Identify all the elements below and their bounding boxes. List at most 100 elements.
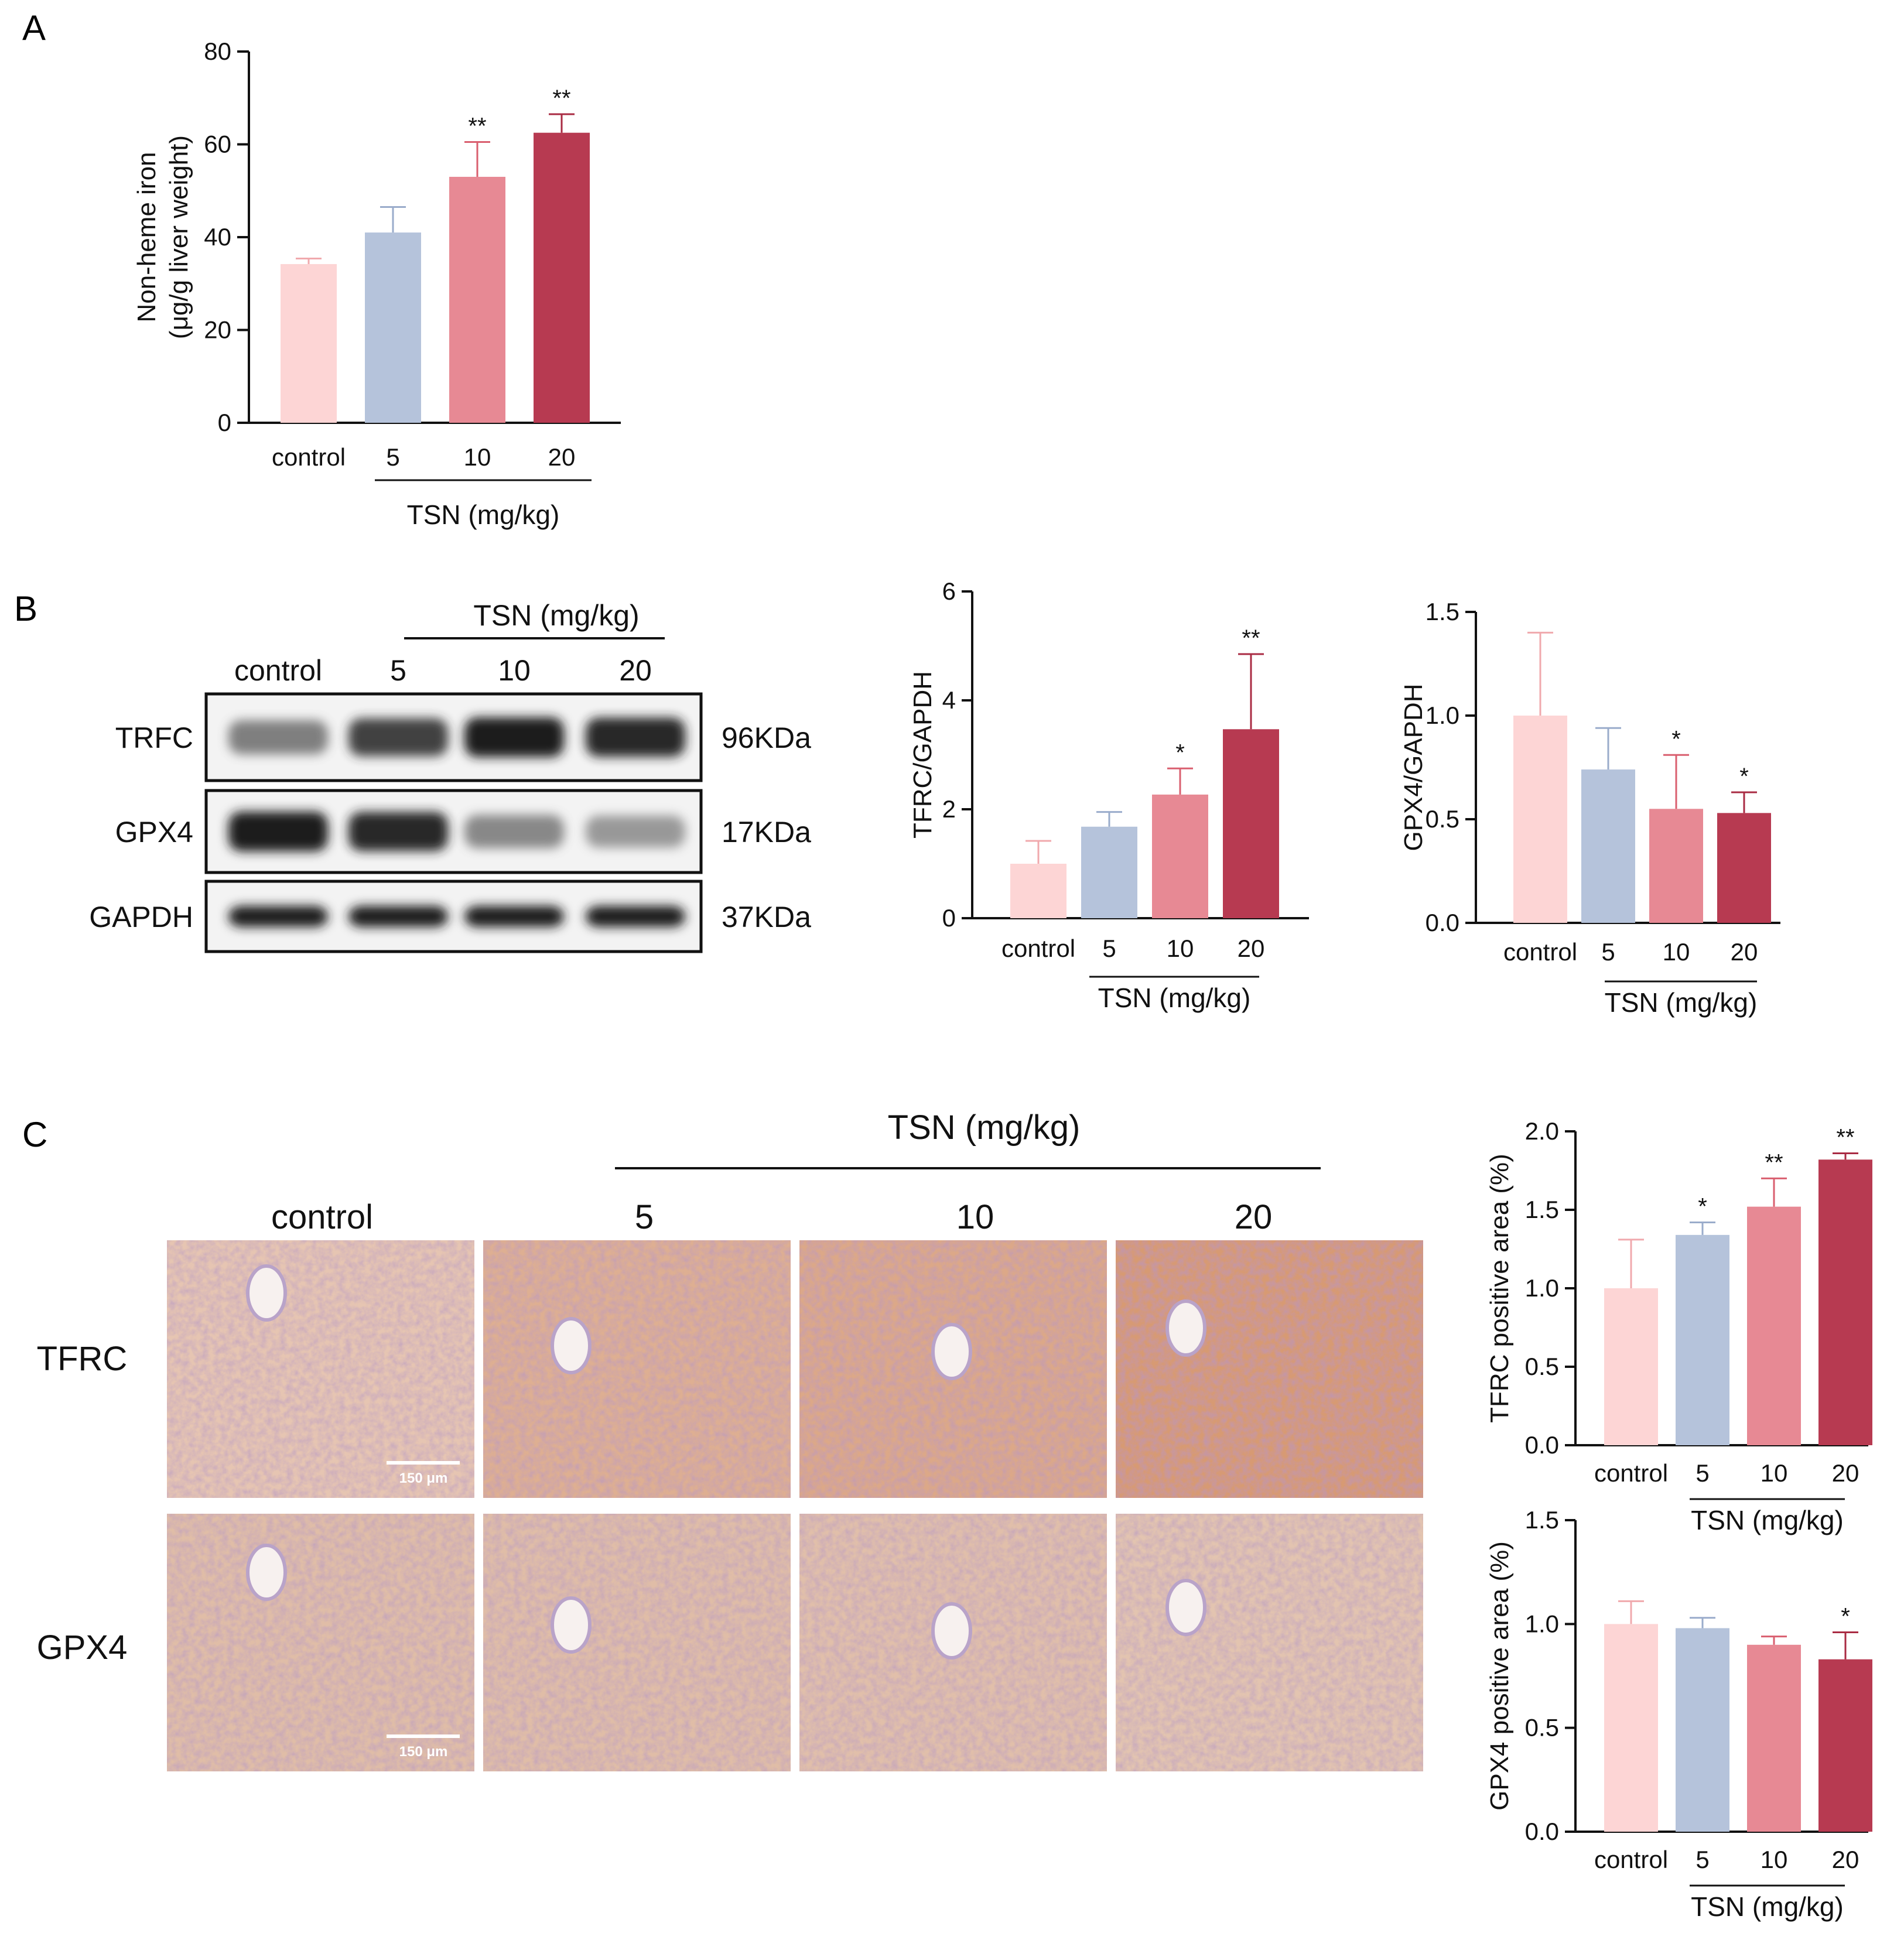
y-axis-label: TFRC positive area (%) — [1485, 1154, 1514, 1423]
western-blot: TSN (mg/kg) control 5 10 20 TRFC 96KDa GPX4 17… — [89, 599, 811, 953]
category-label-tsn-5: 5 — [1601, 938, 1615, 966]
bar-tsn-20 — [1818, 1659, 1872, 1832]
category-label-tsn-5: 5 — [1102, 935, 1116, 962]
blot-size-label: 37KDa — [722, 901, 811, 933]
bar-tsn-20 — [534, 132, 590, 423]
blot-band-tsn-20 — [586, 717, 685, 757]
category-label-tsn-10: 10 — [1761, 1846, 1788, 1873]
tissue-image — [483, 1240, 791, 1498]
significance-marker: ** — [1242, 625, 1260, 651]
blot-band-tsn-20 — [586, 906, 685, 927]
tissue-image — [1116, 1240, 1423, 1498]
y-tick-label: 40 — [204, 223, 231, 251]
bar-control — [281, 264, 337, 423]
category-label-tsn-5: 5 — [1696, 1846, 1709, 1873]
y-tick-label: 1.0 — [1525, 1610, 1559, 1637]
y-axis-label: GPX4/GAPDH — [1399, 683, 1428, 851]
ihc-column-label-tsn-5: 5 — [635, 1198, 654, 1236]
bar-tsn-20 — [1223, 729, 1279, 918]
y-tick-label: 2 — [942, 795, 956, 823]
ihc-tile-gpx4-tsn-5 — [483, 1514, 791, 1771]
y-tick-label: 0.5 — [1525, 1714, 1559, 1742]
vessel-lumen — [551, 1596, 592, 1654]
category-label-tsn-5: 5 — [386, 443, 399, 471]
x-group-label: TSN (mg/kg) — [1098, 983, 1251, 1013]
scale-bar-label: 150 μm — [399, 1470, 448, 1486]
scale-bar-label: 150 μm — [399, 1744, 448, 1760]
y-tick-label: 1.5 — [1426, 598, 1459, 625]
bar-tsn-5 — [1081, 826, 1137, 918]
blot-band-tsn-20 — [586, 815, 685, 848]
blot-row-gapdh: GAPDH 37KDa — [89, 880, 811, 953]
bar-tsn-20 — [1818, 1159, 1872, 1445]
ihc-image-grid: TSN (mg/kg) control 5 10 20 TFRC GPX4 150 μm… — [37, 1109, 1423, 1771]
significance-marker: * — [1739, 764, 1749, 789]
y-tick-label: 0.0 — [1525, 1818, 1559, 1845]
y-axis-label: (μg/g liver weight) — [165, 135, 193, 339]
y-axis-label: GPX4 positive area (%) — [1485, 1541, 1514, 1811]
category-label-control: control — [272, 443, 346, 471]
y-tick-label: 20 — [204, 316, 231, 344]
significance-marker: ** — [552, 85, 570, 111]
bar-tsn-10 — [1747, 1644, 1801, 1832]
ihc-tile-tfrc-tsn-20 — [1116, 1240, 1423, 1498]
vessel-lumen — [1165, 1579, 1206, 1636]
y-tick-label: 2.0 — [1525, 1117, 1559, 1145]
ihc-row-label-tfrc: TFRC — [37, 1340, 128, 1378]
category-label-tsn-20: 20 — [1832, 1846, 1859, 1873]
y-tick-label: 1.0 — [1426, 702, 1459, 729]
category-label-tsn-20: 20 — [1238, 935, 1265, 962]
category-label-tsn-5: 5 — [1696, 1459, 1709, 1487]
y-tick-label: 0.5 — [1426, 805, 1459, 833]
blot-protein-label: TRFC — [115, 721, 193, 754]
y-tick-label: 0 — [942, 904, 956, 932]
vessel-lumen — [931, 1323, 972, 1380]
blot-band-tsn-5 — [348, 718, 448, 757]
category-label-tsn-10: 10 — [464, 443, 491, 471]
ihc-column-label-tsn-20: 20 — [1235, 1198, 1273, 1236]
y-tick-label: 0.5 — [1525, 1353, 1559, 1380]
tissue-image — [1116, 1514, 1423, 1771]
blot-band-control — [228, 906, 328, 927]
significance-marker: * — [1175, 740, 1185, 765]
y-tick-label: 0.0 — [1426, 909, 1459, 936]
bar-tsn-10 — [449, 176, 505, 423]
significance-marker: ** — [468, 114, 486, 139]
blot-band-tsn-10 — [464, 815, 564, 849]
x-group-label: TSN (mg/kg) — [1605, 987, 1758, 1018]
x-group-label: TSN (mg/kg) — [1691, 1891, 1844, 1922]
blot-size-label: 96KDa — [722, 721, 811, 754]
x-group-label: TSN (mg/kg) — [1691, 1505, 1844, 1535]
chart-b-tfrc-gapdh: 0 2 4 6 TFRC/GAPDH control 5 * 10 ** 20 TSN (mg/kg) — [908, 577, 1309, 1013]
bar-tsn-20 — [1717, 813, 1771, 923]
ihc-row-label-gpx4: GPX4 — [37, 1628, 128, 1667]
y-tick-label: 60 — [204, 131, 231, 158]
tissue-image — [483, 1514, 791, 1771]
significance-marker: * — [1841, 1604, 1850, 1630]
blot-band-tsn-10 — [464, 906, 564, 927]
bar-tsn-10 — [1649, 809, 1703, 923]
chart-c-tfrc-positive-area: 0.0 0.5 1.0 1.5 2.0 TFRC positive area (%) con… — [1485, 1117, 1872, 1535]
category-label-control: control — [1594, 1846, 1668, 1873]
blot-band-control — [228, 720, 328, 755]
ihc-tile-tfrc-tsn-10 — [799, 1240, 1107, 1498]
tissue-image — [167, 1240, 474, 1498]
significance-marker: * — [1698, 1193, 1707, 1219]
category-label-control: control — [1503, 938, 1577, 966]
bar-tsn-5 — [1676, 1234, 1729, 1445]
y-axis-label: TFRC/GAPDH — [908, 671, 937, 839]
ihc-group-label: TSN (mg/kg) — [888, 1109, 1081, 1147]
blot-band-tsn-5 — [348, 812, 448, 851]
ihc-tile-gpx4-control: 150 μm — [167, 1514, 474, 1771]
category-label-tsn-10: 10 — [1663, 938, 1690, 966]
significance-marker: ** — [1765, 1149, 1783, 1175]
y-tick-label: 1.0 — [1525, 1274, 1559, 1302]
ihc-tile-gpx4-tsn-20 — [1116, 1514, 1423, 1771]
y-tick-label: 1.5 — [1525, 1196, 1559, 1223]
category-label-control: control — [1001, 935, 1075, 962]
bar-tsn-10 — [1152, 794, 1208, 918]
ihc-tile-tfrc-tsn-5 — [483, 1240, 791, 1498]
category-label-tsn-20: 20 — [548, 443, 576, 471]
vessel-lumen — [246, 1264, 287, 1322]
